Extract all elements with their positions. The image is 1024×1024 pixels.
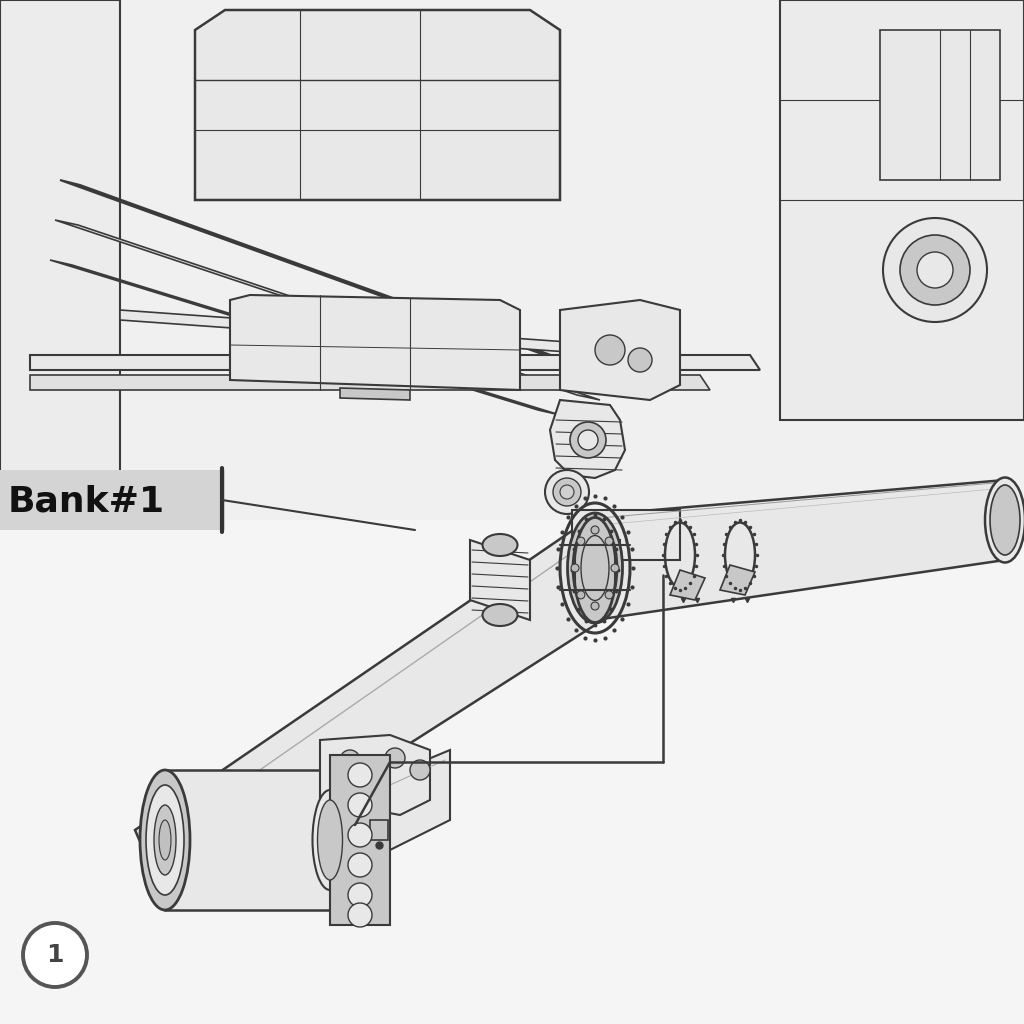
Polygon shape — [780, 0, 1024, 420]
Circle shape — [586, 515, 606, 535]
Circle shape — [605, 538, 613, 545]
Ellipse shape — [154, 805, 176, 874]
Ellipse shape — [146, 785, 184, 895]
Polygon shape — [50, 260, 560, 415]
Circle shape — [348, 903, 372, 927]
Circle shape — [340, 750, 360, 770]
Ellipse shape — [482, 534, 517, 556]
Polygon shape — [720, 565, 755, 595]
Circle shape — [628, 348, 652, 372]
Polygon shape — [0, 0, 1024, 520]
Ellipse shape — [985, 477, 1024, 562]
Circle shape — [553, 478, 581, 506]
Polygon shape — [330, 750, 450, 880]
Circle shape — [23, 923, 87, 987]
Ellipse shape — [140, 770, 190, 910]
Circle shape — [591, 602, 599, 610]
Circle shape — [591, 526, 599, 534]
Polygon shape — [195, 10, 560, 200]
Circle shape — [348, 883, 372, 907]
Polygon shape — [330, 755, 390, 925]
Circle shape — [595, 335, 625, 365]
Polygon shape — [0, 0, 120, 500]
Circle shape — [348, 793, 372, 817]
Polygon shape — [60, 180, 620, 380]
Polygon shape — [230, 295, 520, 390]
Ellipse shape — [317, 800, 342, 880]
Circle shape — [348, 823, 372, 847]
FancyBboxPatch shape — [0, 470, 225, 530]
Ellipse shape — [312, 790, 347, 890]
Ellipse shape — [482, 604, 517, 626]
Circle shape — [611, 564, 618, 572]
Circle shape — [348, 763, 372, 787]
Text: Bank#1: Bank#1 — [8, 485, 165, 519]
Ellipse shape — [572, 520, 617, 615]
Circle shape — [577, 538, 585, 545]
Polygon shape — [55, 220, 600, 400]
Polygon shape — [550, 400, 625, 478]
Ellipse shape — [581, 536, 609, 600]
Polygon shape — [30, 355, 760, 370]
Circle shape — [918, 252, 953, 288]
Text: 1: 1 — [46, 943, 63, 967]
Polygon shape — [120, 310, 680, 360]
Circle shape — [571, 564, 579, 572]
Circle shape — [385, 748, 406, 768]
Polygon shape — [340, 388, 410, 400]
Circle shape — [883, 218, 987, 322]
Polygon shape — [595, 480, 1005, 620]
Circle shape — [348, 853, 372, 877]
Polygon shape — [319, 735, 430, 815]
Circle shape — [545, 470, 589, 514]
Ellipse shape — [159, 820, 171, 860]
Polygon shape — [30, 375, 710, 390]
Polygon shape — [135, 515, 595, 900]
Circle shape — [560, 485, 574, 499]
Circle shape — [570, 422, 606, 458]
Circle shape — [410, 760, 430, 780]
Polygon shape — [880, 30, 1000, 180]
Polygon shape — [560, 300, 680, 400]
Polygon shape — [670, 570, 705, 600]
Circle shape — [578, 430, 598, 450]
Circle shape — [605, 591, 613, 599]
Ellipse shape — [574, 517, 616, 623]
Circle shape — [577, 591, 585, 599]
Polygon shape — [165, 770, 330, 910]
Ellipse shape — [567, 513, 623, 623]
Circle shape — [900, 234, 970, 305]
Ellipse shape — [990, 485, 1020, 555]
Polygon shape — [572, 510, 680, 560]
Polygon shape — [470, 540, 530, 620]
Polygon shape — [370, 820, 388, 840]
